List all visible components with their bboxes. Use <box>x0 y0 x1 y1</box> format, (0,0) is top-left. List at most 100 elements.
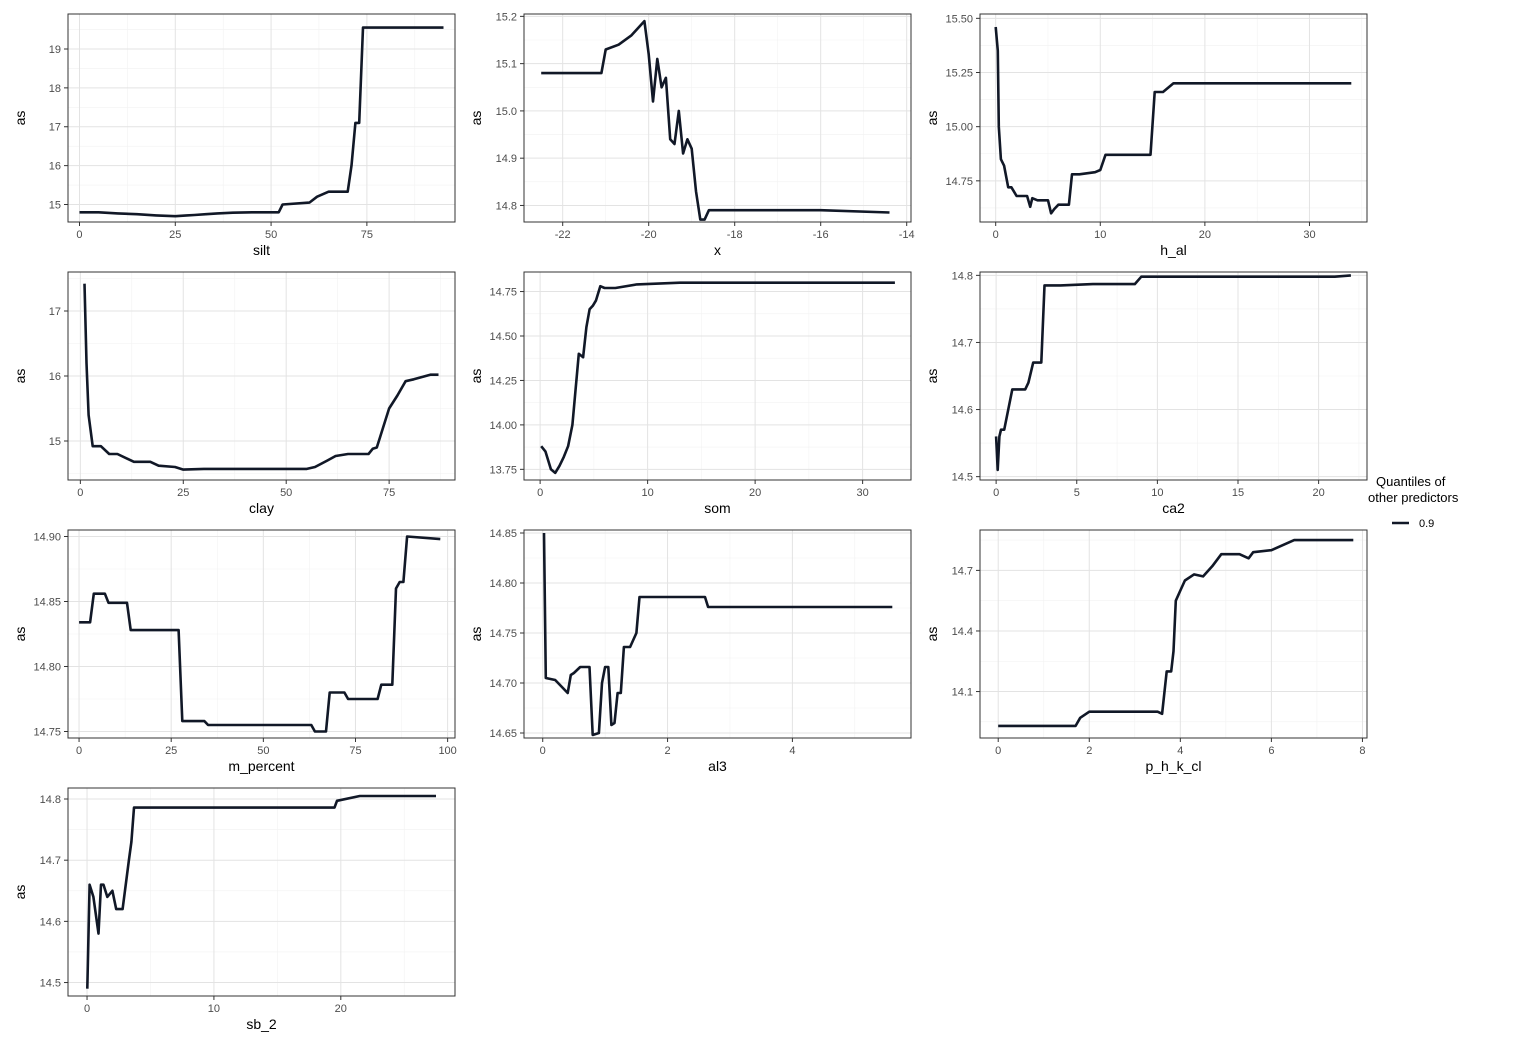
x-tick-label: 0 <box>76 745 82 757</box>
x-tick-label: 75 <box>361 229 373 241</box>
x-tick-label: 20 <box>335 1003 347 1015</box>
series-line-0.9 <box>86 794 436 989</box>
x-axis-title: al3 <box>708 758 727 774</box>
series-line-0.9 <box>79 26 444 218</box>
x-tick-label: 4 <box>789 745 795 757</box>
y-axis-title: as <box>12 627 28 642</box>
x-tick-label: 4 <box>1177 745 1183 757</box>
panel-border <box>67 529 456 739</box>
series-line-0.9 <box>79 535 441 733</box>
y-tick-label: 15.0 <box>496 106 517 118</box>
panel-x: -22 -20 -18 -16 -14 14.8 14.9 15.0 15.1 15.2 x as <box>468 11 915 258</box>
legend-title-line2: other predictors <box>1368 490 1459 505</box>
series-line-0.9 <box>541 19 890 221</box>
y-tick-label: 14.5 <box>40 978 61 990</box>
x-tick-label: 0 <box>84 1003 90 1015</box>
x-tick-label: 0 <box>993 487 999 499</box>
x-tick-label: 20 <box>1199 229 1211 241</box>
y-tick-label: 15 <box>49 200 61 212</box>
y-tick-label: 19 <box>49 44 61 56</box>
panel-border <box>979 271 1368 481</box>
grid-lines <box>68 272 455 480</box>
grid-lines <box>524 530 911 738</box>
y-axis-title: as <box>468 627 484 642</box>
x-tick-label: 10 <box>642 487 654 499</box>
y-tick-label: 17 <box>49 306 61 318</box>
x-tick-label: 25 <box>177 487 189 499</box>
series-line-0.9 <box>83 283 439 471</box>
y-tick-label: 14.85 <box>33 597 61 609</box>
y-axis-title: as <box>924 369 940 384</box>
x-tick-label: 30 <box>857 487 869 499</box>
y-axis-title: as <box>924 627 940 642</box>
x-axis-title: som <box>704 500 730 516</box>
x-tick-label: 0 <box>76 229 82 241</box>
x-tick-label: 10 <box>1151 487 1163 499</box>
x-axis-title: sb_2 <box>246 1016 277 1032</box>
series-line-0.9 <box>994 274 1352 472</box>
y-tick-label: 16 <box>49 161 61 173</box>
panel-background <box>524 530 911 738</box>
panel-background <box>68 14 455 222</box>
x-axis-title: m_percent <box>228 758 294 774</box>
x-tick-label: 2 <box>1086 745 1092 757</box>
x-tick-label: 75 <box>349 745 361 757</box>
y-axis-title: as <box>12 111 28 126</box>
y-tick-label: 14.50 <box>489 331 517 343</box>
y-tick-label: 14.7 <box>952 337 973 349</box>
panel-border <box>979 529 1368 739</box>
y-tick-label: 13.75 <box>489 464 517 476</box>
x-tick-label: 50 <box>257 745 269 757</box>
y-tick-label: 14.5 <box>952 472 973 484</box>
y-tick-label: 14.75 <box>33 727 61 739</box>
series-line-0.9 <box>998 538 1354 728</box>
y-tick-label: 14.1 <box>952 687 973 699</box>
x-tick-label: 15 <box>1232 487 1244 499</box>
series-line-0.9 <box>994 26 1352 215</box>
x-tick-label: 20 <box>749 487 761 499</box>
y-tick-label: 14.70 <box>489 678 517 690</box>
y-tick-label: 14.6 <box>952 405 973 417</box>
y-axis-title: as <box>12 369 28 384</box>
x-tick-label: 25 <box>165 745 177 757</box>
y-tick-label: 14.25 <box>489 375 517 387</box>
y-tick-label: 18 <box>49 83 61 95</box>
y-tick-label: 16 <box>49 371 61 383</box>
x-tick-label: 30 <box>1303 229 1315 241</box>
y-tick-label: 14.4 <box>952 626 973 638</box>
grid-lines <box>980 272 1367 480</box>
x-tick-label: 5 <box>1074 487 1080 499</box>
y-tick-label: 17 <box>49 122 61 134</box>
panel-ca2: 0 5 10 15 20 14.5 14.6 14.7 14.8 ca2 as <box>924 270 1368 516</box>
panel-border <box>67 13 456 223</box>
x-tick-label: 0 <box>77 487 83 499</box>
x-axis-title: clay <box>249 500 274 516</box>
legend-title-line1: Quantiles of <box>1376 474 1446 489</box>
x-tick-label: 6 <box>1268 745 1274 757</box>
x-tick-label: 25 <box>169 229 181 241</box>
x-axis-title: x <box>714 242 721 258</box>
y-tick-label: 14.75 <box>489 628 517 640</box>
x-axis-title: p_h_k_cl <box>1145 758 1201 774</box>
y-tick-label: 14.6 <box>40 916 61 928</box>
grid-lines <box>524 14 911 222</box>
panel-background <box>980 14 1367 222</box>
x-tick-label: 0 <box>995 745 1001 757</box>
x-tick-label: 8 <box>1359 745 1365 757</box>
y-tick-label: 14.65 <box>489 728 517 740</box>
x-tick-label: 50 <box>280 487 292 499</box>
x-tick-label: 20 <box>1313 487 1325 499</box>
y-axis-title: as <box>924 111 940 126</box>
grid-lines <box>980 14 1367 222</box>
x-axis-title: ca2 <box>1162 500 1185 516</box>
x-tick-label: 0 <box>993 229 999 241</box>
x-tick-label: 75 <box>383 487 395 499</box>
legend-label: 0.9 <box>1419 518 1434 530</box>
y-tick-label: 14.8 <box>40 794 61 806</box>
y-tick-label: 14.85 <box>489 528 517 540</box>
panel-border <box>979 13 1368 223</box>
panel-background <box>524 14 911 222</box>
legend: Quantiles of other predictors 0.9 <box>1368 474 1459 530</box>
panel-p_h_k_cl: 0 2 4 6 8 14.1 14.4 14.7 p_h_k_cl as <box>924 529 1368 774</box>
grid-lines <box>68 14 455 222</box>
